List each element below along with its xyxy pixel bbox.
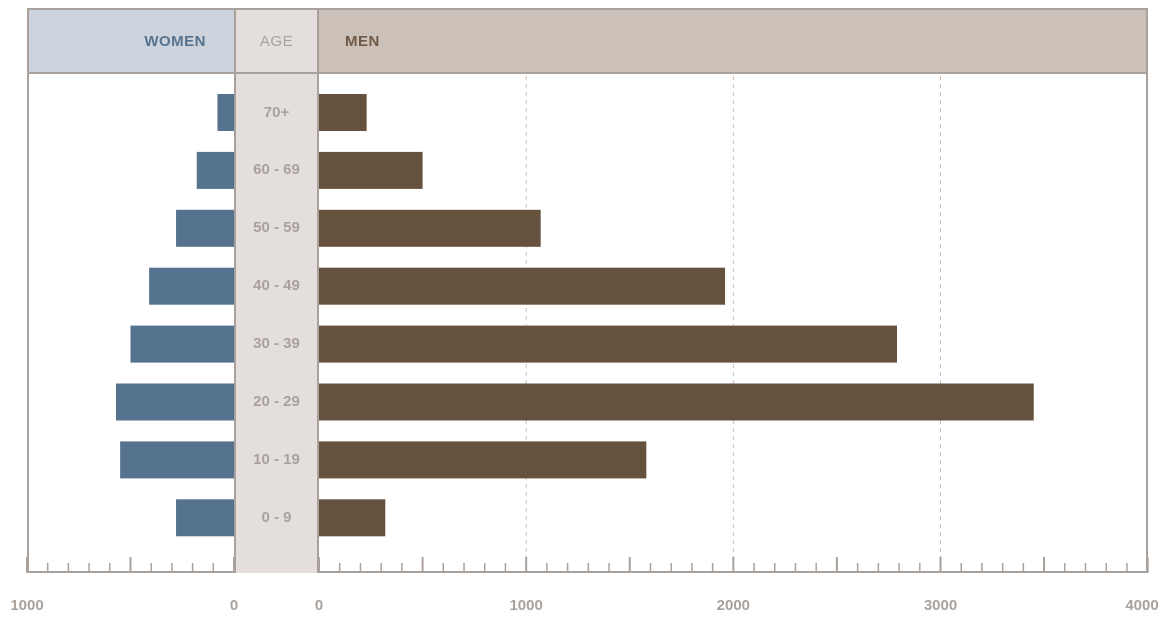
women-bar-0 <box>217 94 234 131</box>
women-tick-label: 1000 <box>10 597 44 614</box>
men-bar-6 <box>319 441 647 479</box>
men-header-label: MEN <box>345 32 380 50</box>
women-bar-5 <box>116 383 234 421</box>
women-header-label: WOMEN <box>144 32 206 50</box>
age-label: 40 - 49 <box>253 277 300 295</box>
age-header-label: AGE <box>259 32 294 50</box>
age-label: 70+ <box>263 103 290 121</box>
age-label: 10 - 19 <box>253 450 300 468</box>
men-bar-4 <box>319 325 897 363</box>
women-header: WOMEN <box>27 8 234 74</box>
age-column <box>234 74 319 573</box>
age-label: 30 - 39 <box>253 335 300 353</box>
men-bar-5 <box>319 383 1034 421</box>
men-tick-label: 4000 <box>1125 597 1159 614</box>
men-tick-label: 0 <box>314 597 324 614</box>
age-label: 60 - 69 <box>253 161 300 179</box>
men-bar-0 <box>319 94 367 131</box>
women-bar-3 <box>149 267 234 305</box>
men-tick-label: 1000 <box>509 597 543 614</box>
women-bar-2 <box>176 209 234 247</box>
women-bar-4 <box>130 325 234 363</box>
men-bar-2 <box>319 209 541 247</box>
men-bar-3 <box>319 267 726 305</box>
age-header: AGE <box>234 8 319 74</box>
men-bar-7 <box>319 499 386 537</box>
women-tick-label: 0 <box>229 597 239 614</box>
age-label: 20 - 29 <box>253 393 300 410</box>
women-bar-1 <box>196 151 234 189</box>
men-tick-label: 3000 <box>923 597 958 614</box>
women-bar-6 <box>120 441 234 479</box>
women-bar-7 <box>176 499 234 537</box>
age-label: 50 - 59 <box>253 219 300 237</box>
age-label: 0 - 9 <box>261 508 292 526</box>
men-bar-1 <box>319 151 423 189</box>
men-header: MEN <box>319 8 1148 74</box>
men-tick-label: 2000 <box>716 597 751 614</box>
